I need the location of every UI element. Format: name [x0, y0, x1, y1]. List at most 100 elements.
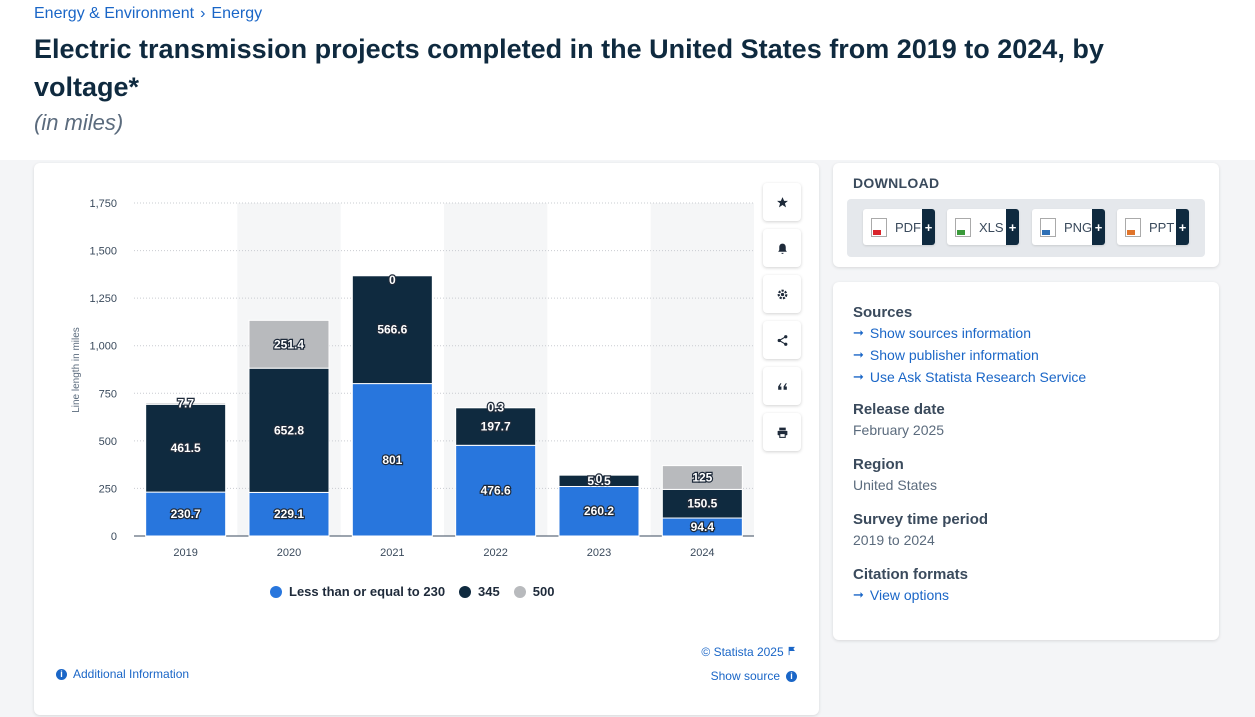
show-publisher-link[interactable]: ➞ Show publisher information	[853, 347, 1203, 363]
legend-swatch	[513, 585, 526, 598]
data-label: 59.5	[587, 474, 611, 488]
chart-toolbar	[763, 183, 801, 459]
flag-icon	[788, 646, 795, 656]
bar-segment	[145, 491, 227, 537]
legend-label: 345	[478, 584, 500, 599]
y-tick-label: 1,500	[89, 246, 117, 258]
bar-segment	[351, 275, 433, 385]
ppt-file-icon	[1125, 217, 1141, 237]
breadcrumb-item-energy-environment[interactable]: Energy & Environment	[34, 5, 195, 22]
print-icon[interactable]	[763, 413, 801, 451]
show-source-link[interactable]: Show source i	[711, 669, 797, 683]
y-tick-label: 250	[99, 483, 117, 495]
bar-segment	[661, 465, 743, 490]
x-tick-label: 2024	[690, 547, 714, 559]
region-value: United States	[853, 477, 938, 493]
bar-segment	[248, 367, 330, 493]
legend-swatch	[459, 585, 472, 598]
star-icon[interactable]	[763, 183, 801, 221]
chart-legend: Less than or equal to 230 345 500	[270, 584, 554, 599]
data-label: 7.7	[177, 397, 194, 411]
y-tick-label: 0	[111, 531, 117, 543]
legend-label: 500	[532, 584, 555, 599]
data-label: 260.2	[584, 504, 614, 518]
bar-segment	[455, 407, 537, 446]
legend-item[interactable]: 500	[513, 584, 555, 599]
show-sources-label: Show sources information	[869, 325, 1031, 341]
view-options-label: View options	[869, 587, 950, 603]
arrow-right-icon: ➞	[853, 587, 864, 602]
region-heading: Region	[853, 456, 904, 473]
x-tick-label: 2019	[173, 547, 197, 559]
quote-icon[interactable]	[763, 367, 801, 405]
bar-chart: 0 250 500 750 1,000 1,250 1,500 1,750 Line lengt…	[71, 198, 754, 559]
bar-segment	[558, 474, 640, 487]
survey-period-value: 2019 to 2024	[853, 532, 935, 548]
view-options-link[interactable]: ➞ View options	[853, 587, 1203, 603]
gear-icon[interactable]	[763, 275, 801, 313]
additional-information-link[interactable]: i Additional Information	[56, 667, 189, 681]
data-label: 801	[382, 453, 402, 467]
download-pdf-button[interactable]: PDF +	[863, 209, 935, 245]
data-label: 566.6	[377, 323, 407, 337]
data-label: 150.5	[687, 497, 717, 511]
data-label: 125	[692, 471, 712, 485]
metadata: Sources ➞ Show sources information ➞ Show …	[853, 304, 1203, 609]
release-date-value: February 2025	[853, 422, 945, 438]
page-header: Energy & Environment › Energy Electric tra…	[0, 0, 1255, 160]
show-source-label: Show source	[710, 669, 780, 683]
chart-card: 0 250 500 750 1,000 1,250 1,500 1,750 Line lengt…	[34, 163, 819, 715]
legend-swatch	[270, 585, 282, 598]
legend-label: Less than or equal to 230	[289, 584, 446, 599]
survey-period-heading: Survey time period	[853, 511, 989, 528]
share-icon[interactable]	[763, 321, 801, 359]
y-tick-label: 750	[99, 388, 117, 400]
data-label: 0	[389, 273, 396, 287]
download-xls-button[interactable]: XLS +	[947, 209, 1019, 245]
plus-icon: +	[1092, 209, 1105, 245]
plus-icon: +	[922, 209, 935, 245]
pdf-file-icon	[871, 217, 887, 237]
download-pdf-label: PDF	[895, 219, 921, 235]
release-date-heading: Release date	[853, 401, 945, 418]
arrow-right-icon: ➞	[853, 325, 864, 340]
y-axis-label: Line length in miles	[71, 327, 82, 413]
copyright[interactable]: © Statista 2025	[701, 645, 797, 659]
download-title: DOWNLOAD	[853, 175, 940, 191]
png-file-icon	[1040, 217, 1056, 237]
page-subtitle: (in miles)	[34, 110, 124, 135]
download-ppt-button[interactable]: PPT +	[1117, 209, 1189, 245]
arrow-right-icon: ➞	[853, 347, 864, 362]
data-label: 94.4	[691, 520, 715, 534]
copyright-text: © Statista 2025	[701, 645, 784, 659]
x-tick-label: 2020	[277, 547, 301, 559]
download-xls-label: XLS	[979, 219, 1004, 235]
plus-icon: +	[1176, 209, 1189, 245]
breadcrumb-separator: ›	[200, 5, 206, 22]
legend-item[interactable]: Less than or equal to 230	[270, 584, 445, 599]
download-ppt-label: PPT	[1149, 219, 1175, 235]
data-label: 476.6	[481, 484, 511, 498]
bell-icon[interactable]	[763, 229, 801, 267]
breadcrumb-item-energy[interactable]: Energy	[211, 5, 263, 22]
page-title: Electric transmission projects completed…	[34, 34, 1104, 102]
download-card: DOWNLOAD PDF + XLS + PNG + PPT +	[833, 163, 1219, 267]
legend-item[interactable]: 345	[459, 584, 500, 599]
ask-statista-link[interactable]: ➞ Use Ask Statista Research Service	[853, 369, 1203, 385]
citation-heading: Citation formats	[853, 566, 969, 583]
ask-statista-label: Use Ask Statista Research Service	[869, 369, 1087, 385]
plus-icon: +	[1006, 209, 1019, 245]
data-label: 652.8	[274, 423, 304, 437]
info-icon: i	[56, 668, 67, 680]
y-tick-label: 1,750	[89, 198, 117, 210]
xls-file-icon	[955, 217, 971, 237]
info-icon: i	[786, 670, 797, 682]
bar-segment	[145, 402, 227, 405]
bar-segment	[351, 383, 433, 537]
breadcrumb: Energy & Environment › Energy	[34, 5, 262, 23]
x-tick-label: 2023	[587, 547, 611, 559]
show-sources-link[interactable]: ➞ Show sources information	[853, 325, 1203, 341]
download-png-button[interactable]: PNG +	[1032, 209, 1105, 245]
data-label: 0	[596, 472, 603, 486]
bar-segment	[558, 485, 640, 537]
